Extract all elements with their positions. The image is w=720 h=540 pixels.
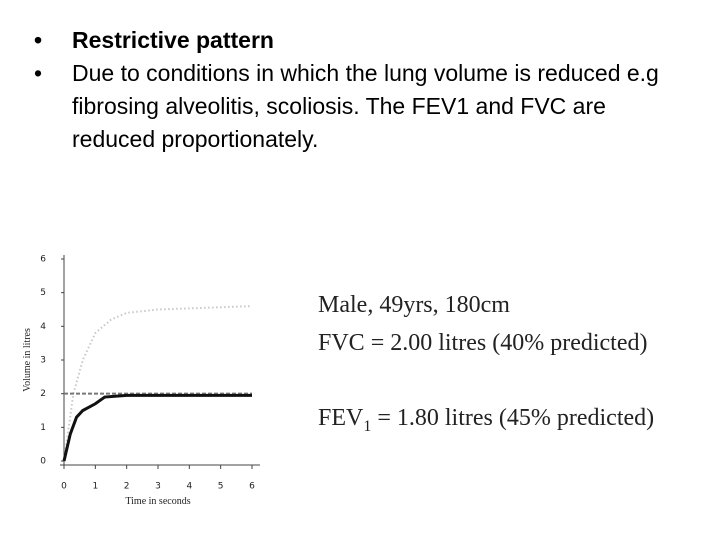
- bullet: Restrictive pattern: [30, 24, 670, 57]
- y-tick-label: 3: [40, 356, 46, 366]
- series-line: [63, 305, 253, 462]
- fev1-note: FEV1 = 1.80 litres (45% predicted): [318, 405, 654, 435]
- x-axis-label: Time in seconds: [125, 496, 190, 507]
- x-tick-label: 6: [249, 482, 255, 492]
- y-tick-label: 2: [40, 389, 46, 399]
- series-line: [62, 393, 252, 462]
- bullet: Due to conditions in which the lung volu…: [30, 57, 670, 156]
- x-tick-label: 4: [186, 482, 192, 492]
- x-tick-label: 5: [218, 482, 224, 492]
- fev1-sub: 1: [363, 418, 371, 435]
- y-tick-label: 6: [40, 255, 46, 265]
- patient-info: Male, 49yrs, 180cm: [318, 292, 510, 318]
- y-tick-label: 5: [40, 288, 46, 298]
- fev1-prefix: FEV: [318, 405, 364, 431]
- y-axis-label: Volume in litres: [22, 328, 33, 392]
- x-tick-label: 0: [61, 482, 67, 492]
- x-tick-label: 2: [124, 482, 130, 492]
- x-tick-label: 1: [92, 482, 98, 492]
- y-tick-label: 1: [40, 423, 46, 433]
- y-tick-label: 4: [40, 322, 46, 332]
- bullet-list: Restrictive patternDue to conditions in …: [30, 24, 670, 156]
- fvc-note: FVC = 2.00 litres (40% predicted): [318, 330, 647, 356]
- x-tick-label: 3: [155, 482, 161, 492]
- y-tick-label: 0: [40, 457, 46, 467]
- fev1-rest: = 1.80 litres (45% predicted): [371, 405, 654, 431]
